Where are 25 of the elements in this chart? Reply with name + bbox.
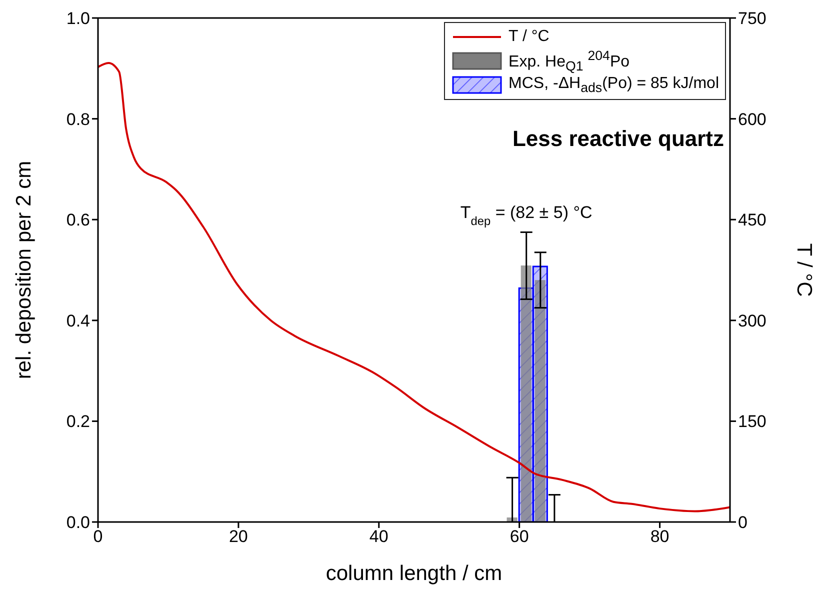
y2-tick-label: 450 xyxy=(738,210,766,230)
y-tick-label: 0.8 xyxy=(66,110,90,129)
legend-label: Exp. He$_{Q1}$ $^{204}$Po xyxy=(508,48,630,74)
x-tick-label: 20 xyxy=(228,527,248,546)
y2-tick-label: 0 xyxy=(738,513,748,532)
x-tick-label: 60 xyxy=(510,527,529,546)
x-axis-title: column length / cm xyxy=(326,562,502,585)
y-tick-label: 0.2 xyxy=(66,412,90,432)
y-tick-label: 0.6 xyxy=(66,210,90,230)
x-tick-label: 80 xyxy=(650,527,670,546)
y-tick-label: 0.0 xyxy=(66,513,90,532)
y2-tick-label: 750 xyxy=(738,9,766,28)
y-axis-title: rel. deposition per 2 cm xyxy=(12,160,36,380)
y2-tick-label: 600 xyxy=(738,110,766,129)
legend-label: T / °C xyxy=(508,28,550,46)
legend-label: MCS, -ΔH$_{ads}$(Po) = 85 kJ/mol xyxy=(508,74,719,96)
y-tick-label: 1.0 xyxy=(66,9,90,28)
annotation: T$_{dep}$ = (82 ± 5) °C xyxy=(460,203,592,228)
y2-axis-title: T / °C xyxy=(792,243,816,297)
y2-tick-label: 150 xyxy=(738,412,766,432)
y2-tick-label: 300 xyxy=(738,311,766,330)
annotation: Less reactive quartz xyxy=(512,126,724,151)
x-tick-label: 0 xyxy=(93,527,103,546)
x-tick-label: 40 xyxy=(369,527,388,546)
y-tick-label: 0.4 xyxy=(66,311,90,330)
